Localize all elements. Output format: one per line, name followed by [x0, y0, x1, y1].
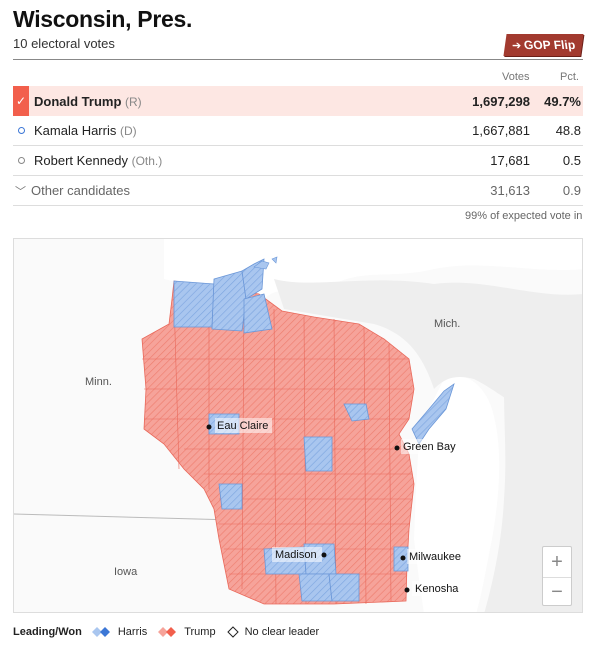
city-eau-claire[interactable]: Eau Claire — [206, 418, 273, 433]
dot-icon — [13, 116, 29, 146]
candidate-name: Robert Kennedy (Oth.) — [34, 153, 163, 168]
dot-icon — [13, 146, 29, 176]
city-milwaukee[interactable]: Milwaukee — [400, 549, 466, 564]
legend-title: Leading/Won — [13, 626, 82, 638]
check-icon: ✓ — [13, 86, 29, 116]
lake-superior — [164, 239, 582, 299]
city-madison[interactable]: Madison — [272, 547, 327, 562]
candidate-votes: 1,697,298 — [472, 93, 530, 109]
candidate-pct: 49.7% — [544, 93, 581, 109]
apostle-islands — [253, 256, 278, 270]
header-rule — [13, 59, 583, 60]
zoom-in-button[interactable]: + — [551, 550, 563, 573]
county-borders — [142, 294, 412, 605]
chevron-down-icon[interactable]: ﹀ — [15, 185, 26, 198]
candidate-party: (D) — [119, 124, 137, 138]
label-iowa: Iowa — [114, 566, 138, 578]
votes-column-header: Votes — [502, 71, 530, 83]
candidate-row-harris: Kamala Harris (D) 1,667,881 48.8 — [13, 116, 583, 146]
trump-diamond-icon — [158, 627, 177, 637]
zoom-out-button[interactable]: − — [543, 577, 571, 607]
expected-vote-note: 99% of expected vote in — [465, 210, 583, 222]
electoral-votes: 10 electoral votes — [13, 36, 115, 51]
city-label: Madison — [275, 549, 317, 561]
other-pct: 0.9 — [562, 183, 581, 198]
map-legend: Leading/Won Harris Trump No clear leader — [13, 626, 319, 638]
label-minn: Minn. — [85, 376, 112, 388]
candidate-pct: 0.5 — [562, 153, 581, 168]
race-title: Wisconsin, Pres. — [13, 6, 193, 32]
other-candidates-label[interactable]: Other candidates — [31, 183, 131, 198]
michigan-land — [274, 279, 582, 449]
wisconsin-map-svg: Minn. Mich. Iowa Eau Claire Green Bay Ma… — [14, 239, 582, 612]
legend-no-leader: No clear leader — [244, 626, 320, 638]
county-map[interactable]: Minn. Mich. Iowa Eau Claire Green Bay Ma… — [13, 238, 583, 613]
city-green-bay[interactable]: Green Bay — [394, 439, 459, 454]
candidate-votes: 1,667,881 — [472, 123, 530, 138]
candidate-party: (R) — [125, 94, 142, 109]
arrow-right-icon: ➔ — [511, 39, 522, 52]
city-label: Eau Claire — [217, 420, 268, 432]
city-kenosha[interactable]: Kenosha — [404, 581, 463, 596]
other-candidates-row[interactable]: ﹀ Other candidates 31,613 0.9 — [13, 176, 583, 206]
candidate-name: Kamala Harris (D) — [34, 123, 137, 138]
gop-flip-badge: ➔ GOP Flip — [503, 34, 584, 56]
candidate-party: (Oth.) — [131, 154, 163, 168]
candidate-pct: 48.8 — [555, 123, 581, 138]
pct-column-header: Pct. — [560, 71, 579, 83]
label-mich: Mich. — [434, 318, 460, 330]
city-label: Milwaukee — [409, 551, 461, 563]
other-votes: 31,613 — [490, 183, 530, 198]
city-label: Green Bay — [403, 441, 456, 453]
flip-label: GOP Flip — [523, 38, 577, 52]
legend-trump: Trump — [184, 626, 216, 638]
candidate-name: Donald Trump (R) — [34, 93, 142, 109]
candidate-row-trump: ✓ Donald Trump (R) 1,697,298 49.7% — [13, 86, 583, 116]
candidate-row-kennedy: Robert Kennedy (Oth.) 17,681 0.5 — [13, 146, 583, 176]
candidate-votes: 17,681 — [490, 153, 530, 168]
city-label: Kenosha — [415, 583, 459, 595]
zoom-controls: + − — [542, 546, 572, 606]
legend-harris: Harris — [117, 626, 148, 638]
no-leader-diamond-icon — [226, 626, 239, 638]
wisconsin-trump-area — [141, 280, 415, 605]
harris-diamond-icon — [91, 627, 110, 637]
